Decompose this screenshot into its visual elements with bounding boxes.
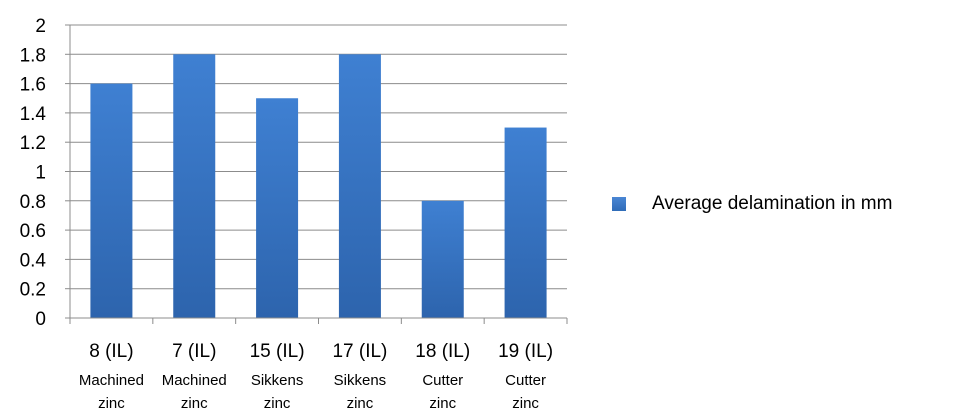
y-tick-label: 0.8 [20,192,46,213]
y-tick-label: 1.4 [20,104,47,125]
bars [90,54,547,319]
bar [421,200,464,318]
bar [256,98,299,318]
legend-label: Average delamination in mm [652,193,893,214]
legend: Average delamination in mm [612,193,892,215]
x-tick-sublabel: Machined [79,372,144,389]
y-tick-label: 0.2 [20,280,46,301]
x-tick-sublabel: zinc [347,395,374,412]
bar [173,54,216,319]
x-tick-label: 8 (IL) [89,341,133,362]
y-tick-label: 2 [35,16,46,37]
y-tick-label: 0 [35,309,46,330]
x-tick-sublabel: zinc [429,395,456,412]
x-tick-label: 19 (IL) [498,341,553,362]
y-tick-label: 0.6 [20,221,46,242]
gridlines [70,24,567,290]
x-tick-sublabel: Cutter [422,372,463,389]
x-tick-label: 17 (IL) [332,341,387,362]
axes [65,24,568,324]
x-tick-label: 7 (IL) [172,341,216,362]
x-tick-sublabel: Sikkens [251,372,304,389]
y-tick-labels: 0 0.2 0.4 0.6 0.8 1 1.2 1.4 1.6 1.8 2 [20,16,47,330]
x-tick-label: 15 (IL) [250,341,305,362]
y-tick-label: 1 [35,163,46,184]
x-tick-sublabel: zinc [181,395,208,412]
x-tick-sublabel: zinc [264,395,291,412]
x-tick-label: 18 (IL) [415,341,470,362]
x-tick-sublabel: Machined [162,372,227,389]
bar [338,54,381,319]
y-tick-label: 1.2 [20,133,46,154]
x-tick-sublabel: Sikkens [334,372,387,389]
x-tick-sublabel: zinc [512,395,539,412]
x-tick-sublabel: Cutter [505,372,546,389]
bar [504,127,547,318]
y-tick-label: 1.6 [20,75,46,96]
y-tick-label: 1.8 [20,45,46,66]
x-tick-sublabel: zinc [98,395,125,412]
x-tick-labels: 8 (IL) Machined zinc 7 (IL) Machined zinc 15 (… [79,341,553,412]
y-tick-label: 0.4 [20,250,47,271]
legend-swatch [612,197,626,211]
bar [90,83,133,318]
